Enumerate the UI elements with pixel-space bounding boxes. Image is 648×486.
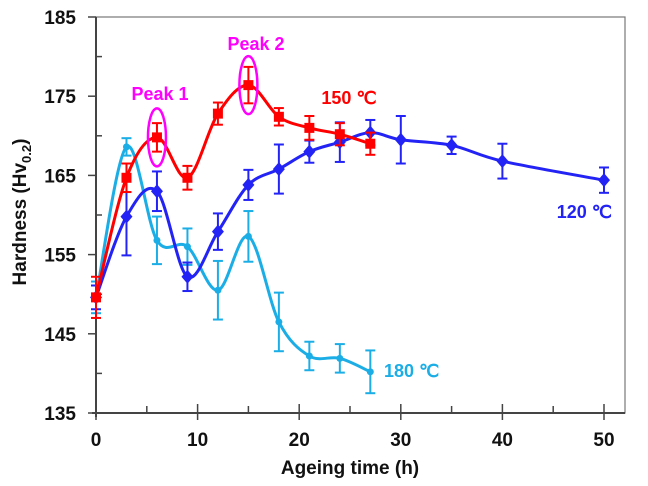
series-line (94, 145, 371, 374)
y-tick-label: 185 (44, 8, 76, 29)
data-point (275, 318, 283, 326)
data-point (122, 143, 130, 151)
data-point-square (365, 138, 376, 149)
x-axis-title: Ageing time (h) (281, 458, 419, 479)
y-axis-title-close: ) (10, 139, 31, 145)
series-120C: 120 ℃ (90, 115, 612, 311)
y-axis-title: Hardness (Hv0.2) (10, 139, 34, 286)
data-point-diamond (211, 224, 224, 239)
x-tick-label: 50 (593, 430, 614, 451)
axis-ticks (88, 16, 605, 420)
data-point-diamond (181, 269, 194, 284)
data-point-square (182, 172, 193, 183)
data-point-diamond (150, 184, 163, 199)
data-point-square (273, 111, 284, 122)
annotation-layer: Peak 1 Peak 2 (131, 34, 285, 168)
peak-ellipse (146, 107, 168, 168)
data-point (153, 236, 161, 244)
series-label: 120 ℃ (557, 202, 612, 222)
data-point-square (121, 172, 132, 183)
data-point-diamond (303, 144, 316, 159)
y-tick-label: 145 (44, 325, 76, 346)
y-axis-title-subscript: 0.2 (19, 145, 34, 163)
data-point (366, 368, 374, 376)
data-point-diamond (242, 177, 255, 192)
data-point (183, 243, 191, 251)
y-tick-label: 135 (44, 404, 76, 425)
data-point (214, 286, 222, 294)
series-line (94, 83, 371, 298)
plot-frame (95, 16, 626, 414)
series-150C: 150 ℃ (91, 65, 377, 319)
axis-tick-labels: 0 10 20 30 40 50 135 145 155 165 175 185 (44, 8, 614, 451)
series-180C: 180 ℃ (91, 137, 439, 395)
x-tick-label: 40 (492, 430, 513, 451)
y-tick-label: 165 (44, 166, 76, 187)
x-tick-label: 30 (390, 430, 411, 451)
data-point-square (151, 132, 162, 143)
peak-ellipse (238, 54, 259, 116)
peak-label: Peak 1 (131, 84, 188, 104)
data-point-square (91, 292, 101, 303)
data-point-square (243, 80, 254, 91)
data-point-square (334, 129, 345, 140)
data-point-diamond (120, 209, 133, 224)
data-point-diamond (496, 154, 509, 169)
peak-label: Peak 2 (227, 34, 284, 54)
data-point (244, 232, 252, 240)
y-tick-label: 175 (44, 87, 76, 108)
data-point (305, 352, 313, 360)
x-tick-label: 20 (289, 430, 310, 451)
data-point-square (304, 122, 315, 133)
x-tick-label: 10 (187, 430, 208, 451)
data-point-diamond (445, 138, 458, 153)
series-label: 180 ℃ (384, 361, 439, 381)
y-tick-label: 155 (44, 246, 76, 267)
y-axis-title-main: Hardness (Hv (10, 163, 31, 286)
data-point-square (212, 108, 223, 119)
data-point (336, 354, 344, 362)
x-tick-label: 0 (91, 430, 102, 451)
plot-area (92, 16, 626, 417)
data-point-diamond (598, 173, 610, 188)
series-layer: 180 ℃ 120 ℃ 150 ℃ (90, 65, 612, 395)
data-point-diamond (394, 132, 407, 147)
data-point-diamond (272, 162, 285, 177)
series-label: 150 ℃ (321, 88, 376, 108)
